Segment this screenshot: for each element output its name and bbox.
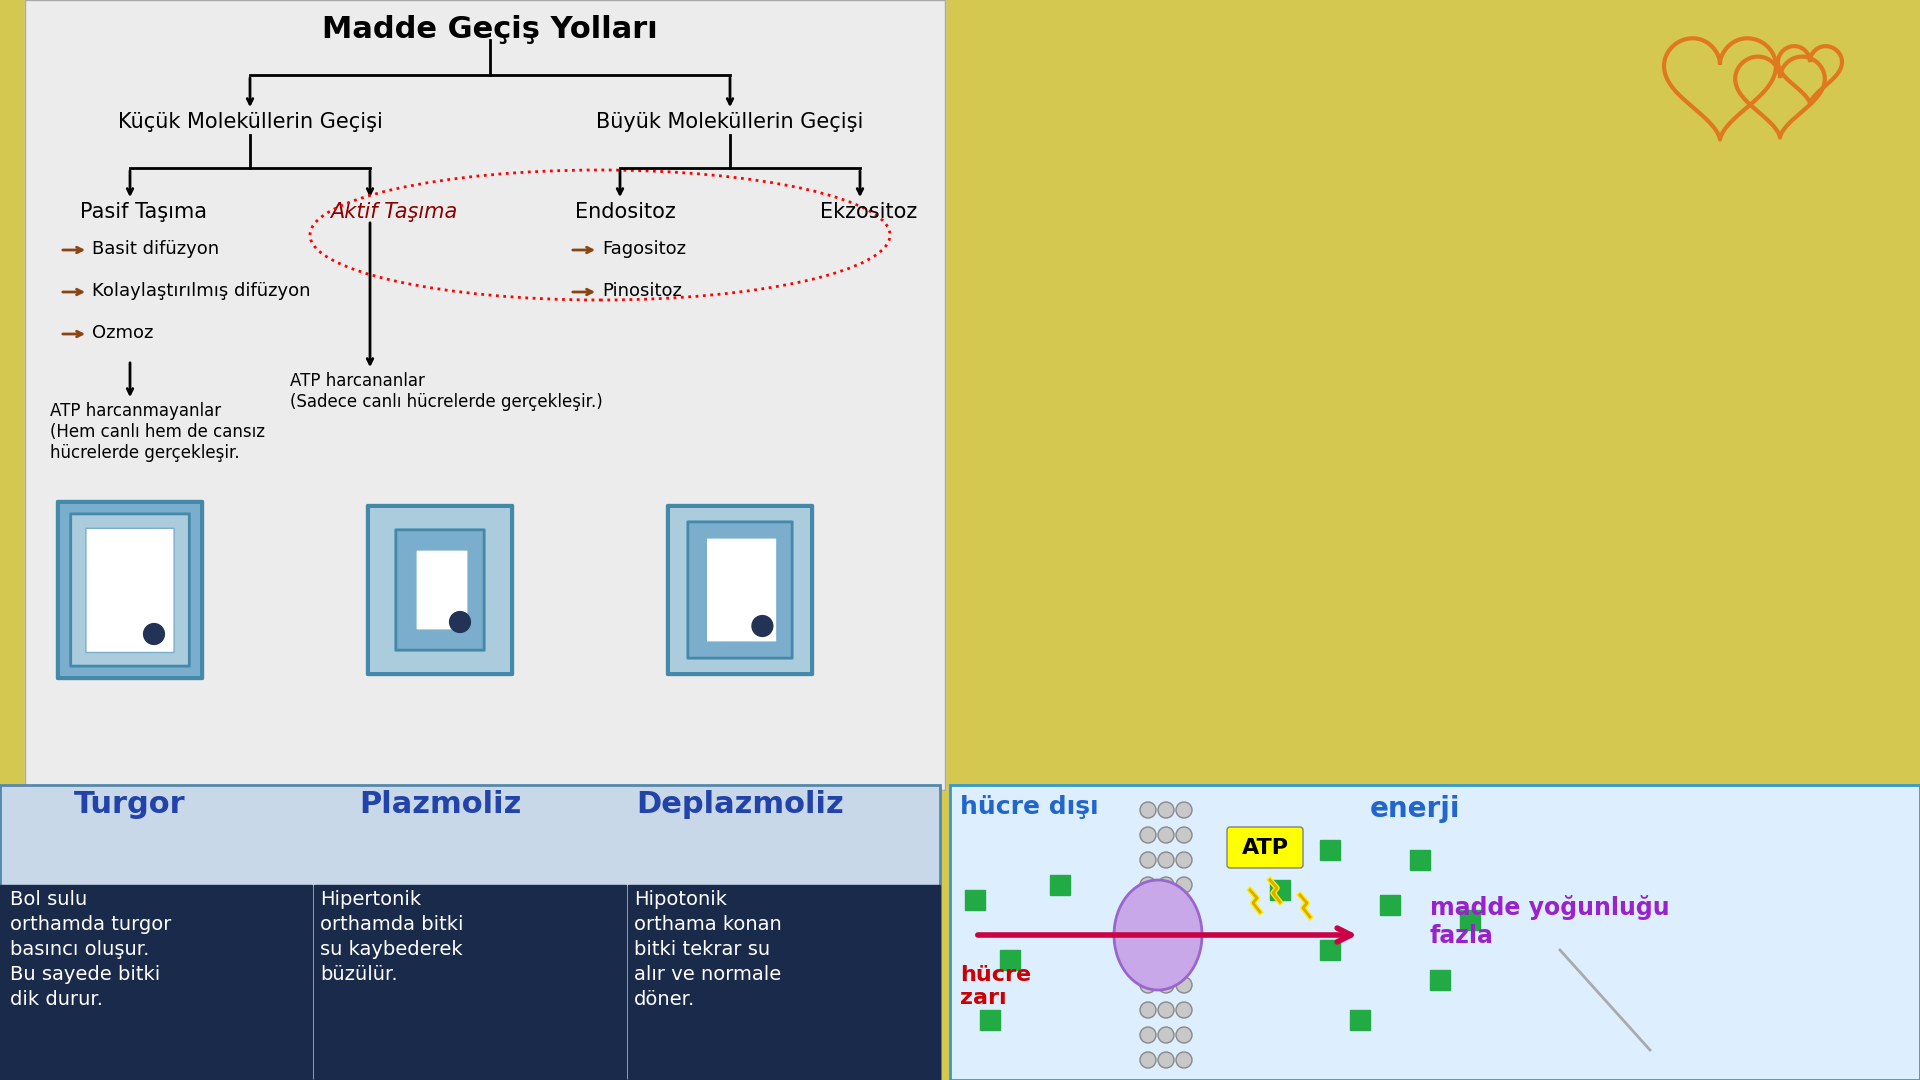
Text: Kolaylaştırılmış difüzyon: Kolaylaştırılmış difüzyon [92, 282, 311, 300]
Circle shape [144, 623, 165, 645]
Circle shape [1140, 852, 1156, 868]
Circle shape [1175, 802, 1192, 818]
Circle shape [1158, 802, 1173, 818]
Circle shape [1140, 877, 1156, 893]
Circle shape [1140, 1052, 1156, 1068]
Bar [0, 785, 941, 1080]
Bar [1321, 940, 1340, 960]
Circle shape [1158, 927, 1173, 943]
Bar [1430, 970, 1450, 990]
Bar [950, 785, 1920, 1080]
Circle shape [1175, 877, 1192, 893]
Circle shape [1158, 951, 1173, 968]
Circle shape [1158, 877, 1173, 893]
FancyBboxPatch shape [707, 538, 778, 643]
Bar [0, 885, 311, 1080]
Circle shape [1158, 1052, 1173, 1068]
Text: Ozmoz: Ozmoz [92, 324, 154, 342]
Circle shape [1158, 902, 1173, 918]
Text: madde yoğunluğu
fazla: madde yoğunluğu fazla [1430, 895, 1670, 948]
Circle shape [1140, 827, 1156, 843]
Circle shape [1140, 977, 1156, 993]
Bar [979, 1010, 1000, 1030]
FancyBboxPatch shape [417, 550, 468, 630]
Circle shape [1158, 827, 1173, 843]
Text: Madde Geçiş Yolları: Madde Geçiş Yolları [323, 15, 659, 44]
Bar [25, 0, 945, 789]
Bar [1380, 895, 1400, 915]
FancyBboxPatch shape [396, 530, 484, 650]
Text: Aktif Taşıma: Aktif Taşıma [330, 202, 457, 222]
FancyBboxPatch shape [71, 514, 190, 666]
FancyBboxPatch shape [668, 505, 812, 674]
Text: Küçük Moleküllerin Geçişi: Küçük Moleküllerin Geçişi [117, 112, 382, 132]
Circle shape [753, 616, 772, 636]
Bar [315, 885, 626, 1080]
Text: Bol sulu
orthamda turgor
basıncı oluşur.
Bu sayede bitki
dik durur.: Bol sulu orthamda turgor basıncı oluşur.… [10, 890, 171, 1009]
FancyBboxPatch shape [86, 528, 175, 652]
Bar [1321, 840, 1340, 860]
Bar [1350, 1010, 1371, 1030]
Circle shape [1175, 951, 1192, 968]
Text: Pinositoz: Pinositoz [603, 282, 682, 300]
Circle shape [1175, 927, 1192, 943]
Circle shape [1140, 802, 1156, 818]
Bar [1000, 950, 1020, 970]
Circle shape [1175, 1052, 1192, 1068]
Text: Basit difüzyon: Basit difüzyon [92, 240, 219, 258]
Text: Turgor: Turgor [75, 789, 186, 819]
Bar [950, 785, 1920, 1080]
Text: Hipotonik
orthama konan
bitki tekrar su
alır ve normale
döner.: Hipotonik orthama konan bitki tekrar su … [634, 890, 781, 1009]
Circle shape [1158, 1027, 1173, 1043]
Circle shape [1140, 1027, 1156, 1043]
FancyBboxPatch shape [687, 522, 793, 658]
Circle shape [1140, 1002, 1156, 1018]
Circle shape [0, 789, 119, 970]
Text: hücre
zarı: hücre zarı [960, 966, 1031, 1009]
Circle shape [1140, 927, 1156, 943]
Circle shape [1140, 902, 1156, 918]
Bar [628, 885, 941, 1080]
Bar [966, 890, 985, 910]
Bar [1409, 850, 1430, 870]
FancyBboxPatch shape [58, 502, 202, 678]
Ellipse shape [1114, 880, 1202, 990]
Text: Hipertonik
orthamda bitki
su kaybederek
büzülür.: Hipertonik orthamda bitki su kaybederek … [321, 890, 463, 984]
Text: ATP harcanmayanlar
(Hem canlı hem de cansız
hücrelerde gerçekleşir.: ATP harcanmayanlar (Hem canlı hem de can… [50, 402, 265, 461]
Circle shape [1158, 977, 1173, 993]
Bar [1459, 910, 1480, 930]
Bar [25, 0, 945, 789]
Circle shape [449, 611, 470, 633]
Circle shape [1175, 977, 1192, 993]
FancyBboxPatch shape [1227, 827, 1304, 868]
Text: Fagositoz: Fagositoz [603, 240, 685, 258]
Text: ATP harcananlar
(Sadece canlı hücrelerde gerçekleşir.): ATP harcananlar (Sadece canlı hücrelerde… [290, 372, 603, 410]
Circle shape [1175, 852, 1192, 868]
Circle shape [1158, 1002, 1173, 1018]
Text: Plazmoliz: Plazmoliz [359, 789, 520, 819]
Text: ATP: ATP [1242, 838, 1288, 858]
Text: Endositoz: Endositoz [574, 202, 676, 222]
Circle shape [1158, 852, 1173, 868]
Bar [1269, 880, 1290, 900]
Text: hücre dışı: hücre dışı [960, 795, 1098, 819]
Text: Pasif Taşıma: Pasif Taşıma [81, 202, 207, 222]
Text: Ekzositoz: Ekzositoz [820, 202, 918, 222]
FancyBboxPatch shape [369, 505, 513, 674]
Circle shape [1175, 902, 1192, 918]
Circle shape [1175, 1027, 1192, 1043]
Circle shape [1175, 1002, 1192, 1018]
Text: Deplazmoliz: Deplazmoliz [636, 789, 845, 819]
Text: Büyük Moleküllerin Geçişi: Büyük Moleküllerin Geçişi [597, 112, 864, 132]
Bar [1050, 875, 1069, 895]
Circle shape [1140, 951, 1156, 968]
Text: enerji: enerji [1371, 795, 1461, 823]
Circle shape [1699, 880, 1920, 1080]
Circle shape [1175, 827, 1192, 843]
Bar [0, 785, 941, 1080]
